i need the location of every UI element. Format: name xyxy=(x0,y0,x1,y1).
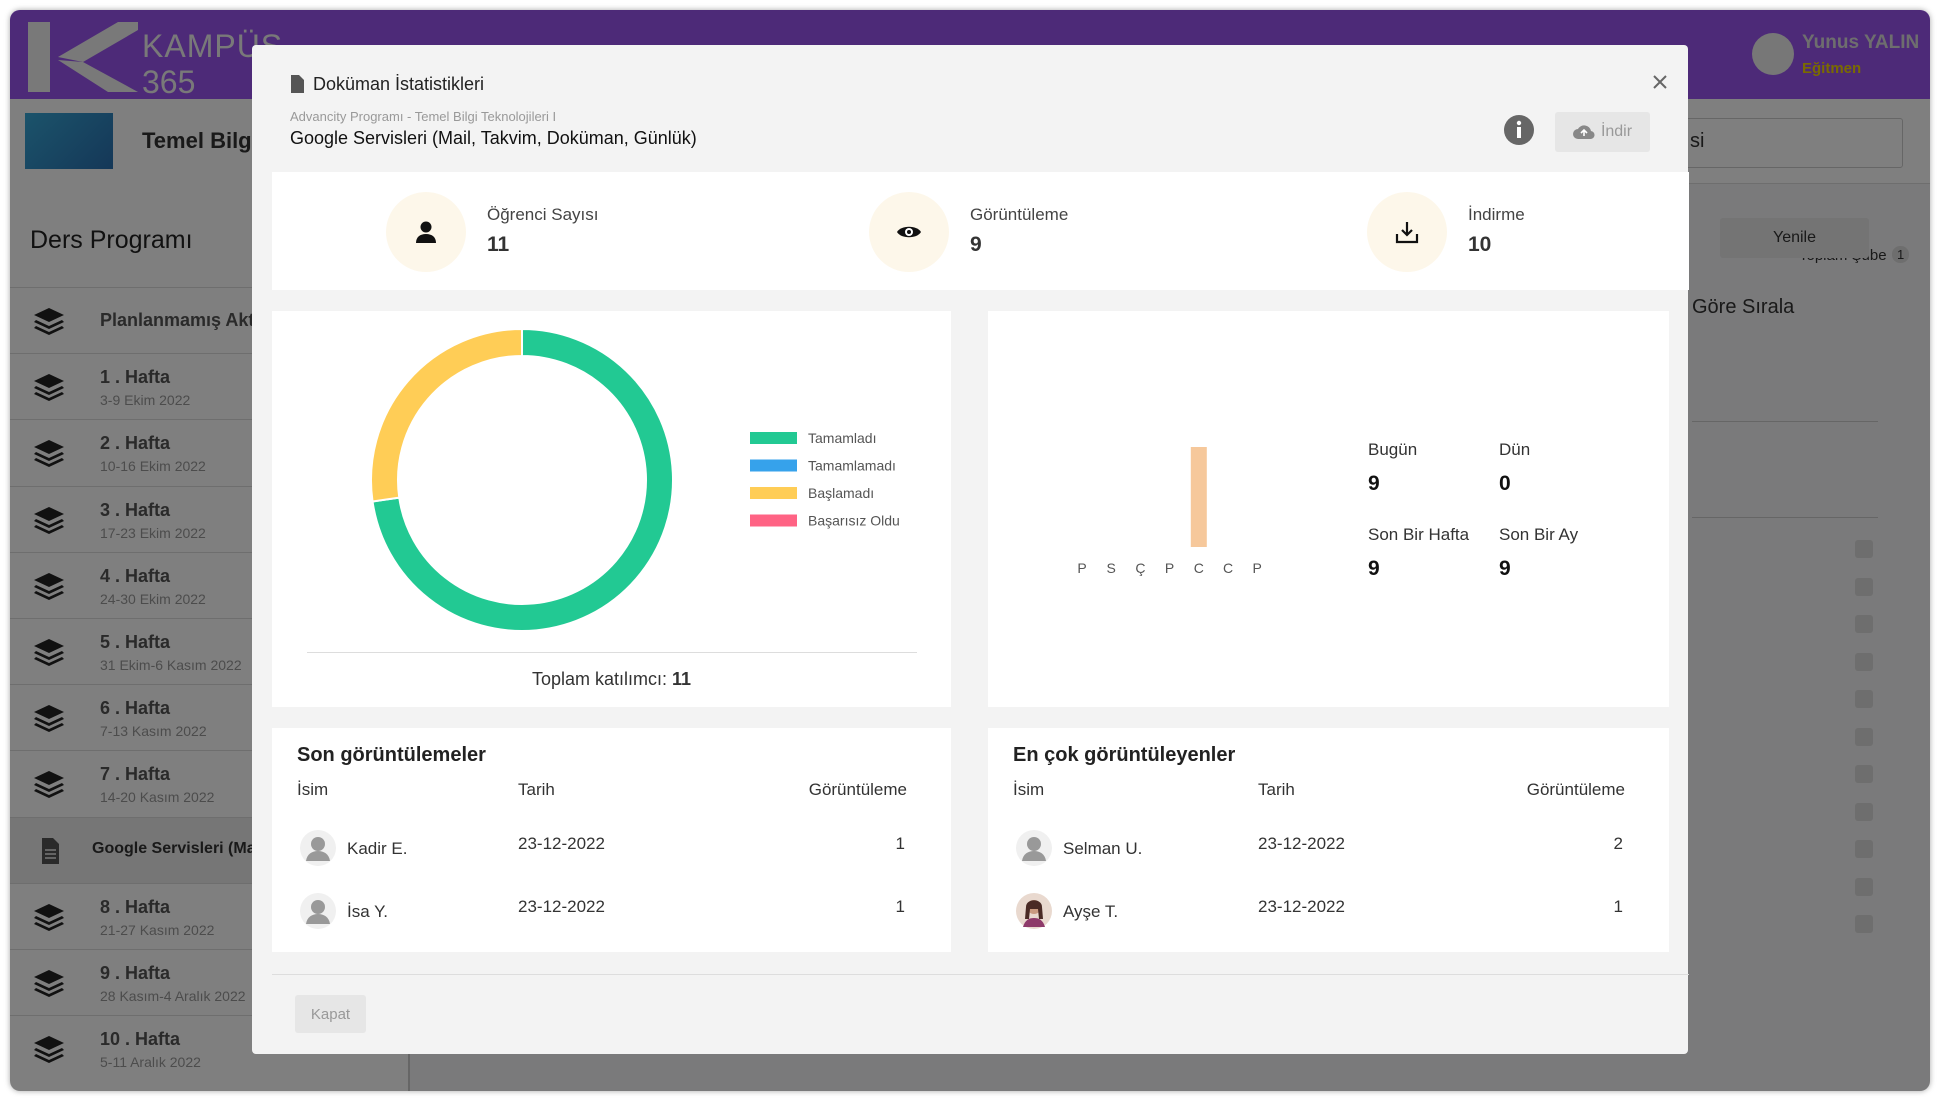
period-label: Son Bir Hafta xyxy=(1368,525,1470,544)
stats-card: Öğrenci Sayısı 11 Görüntüleme 9 İndirme 10 xyxy=(272,172,1689,290)
viewer-name: Selman U. xyxy=(1063,839,1143,858)
view-date: 23-12-2022 xyxy=(518,834,605,853)
stat-value: 9 xyxy=(970,233,982,256)
x-tick-label: P xyxy=(1253,560,1262,576)
close-button-text[interactable]: Kapat xyxy=(310,1005,351,1023)
period-value: 9 xyxy=(1368,557,1380,580)
viewer-name: İsa Y. xyxy=(347,902,388,921)
view-date: 23-12-2022 xyxy=(1258,897,1345,916)
stat-label: İndirme xyxy=(1468,205,1525,224)
legend-swatch xyxy=(750,459,797,472)
column-header: Tarih xyxy=(518,780,555,799)
period-value: 9 xyxy=(1499,557,1511,580)
column-header: Görüntüleme xyxy=(1526,780,1625,799)
stat-label: Görüntüleme xyxy=(970,205,1069,224)
viewer-avatar xyxy=(300,893,336,934)
breadcrumb: Advancity Programı - Temel Bilgi Teknolo… xyxy=(290,109,557,124)
total-value: 11 xyxy=(672,669,692,689)
period-value: 0 xyxy=(1499,472,1511,495)
legend-label: Başarısız Oldu xyxy=(808,513,900,529)
info-icon[interactable] xyxy=(1504,115,1534,145)
x-tick-label: P xyxy=(1165,560,1174,576)
period-value: 9 xyxy=(1368,472,1380,495)
stat-value: 10 xyxy=(1468,233,1492,256)
stat-label: Öğrenci Sayısı xyxy=(487,205,599,224)
cloud-icon xyxy=(1572,125,1595,140)
card-title: Son görüntülemeler xyxy=(297,744,486,766)
legend-swatch xyxy=(750,514,797,527)
view-count: 2 xyxy=(1613,834,1623,853)
period-label: Bugün xyxy=(1368,440,1418,459)
viewer-avatar xyxy=(1016,893,1052,934)
view-count: 1 xyxy=(895,834,905,853)
view-count: 1 xyxy=(895,897,905,916)
x-tick-label: S xyxy=(1107,560,1116,576)
footer-divider xyxy=(272,974,1689,975)
stat-icon xyxy=(386,192,466,272)
x-tick-label: P xyxy=(1077,560,1086,576)
download-button[interactable]: İndir xyxy=(1555,112,1650,152)
document-icon xyxy=(291,75,304,93)
legend-swatch xyxy=(750,487,797,499)
recent-views-card: Son görüntülemeler İsim Tarih Görüntüleme Ka… xyxy=(272,728,951,952)
card-divider xyxy=(307,652,917,653)
viewer-avatar xyxy=(1016,830,1052,871)
card-title: En çok görüntüleyenler xyxy=(1013,744,1236,766)
x-tick-label: C xyxy=(1223,560,1233,576)
column-header: Tarih xyxy=(1258,780,1295,799)
x-tick-label: C xyxy=(1194,560,1204,576)
period-label: Dün xyxy=(1499,440,1531,459)
legend-label: Tamamladı xyxy=(808,430,876,446)
viewer-name: Ayşe T. xyxy=(1063,902,1119,921)
total-participants: Toplam katılımcı: 11 xyxy=(272,669,951,690)
close-button[interactable]: Kapat xyxy=(295,995,366,1033)
column-header: Görüntüleme xyxy=(808,780,907,799)
download-button-text[interactable]: İndir xyxy=(1600,123,1633,140)
view-date: 23-12-2022 xyxy=(1258,834,1345,853)
legend-swatch xyxy=(750,432,797,444)
completion-chart: Tamamladı Tamamlamadı Başlamadı Başarısız O… xyxy=(370,327,900,632)
stat-value: 11 xyxy=(487,233,510,256)
close-icon[interactable] xyxy=(1652,74,1668,90)
period-label: Son Bir Ay xyxy=(1499,525,1579,544)
bar xyxy=(1190,447,1207,547)
total-label: Toplam katılımcı: xyxy=(531,669,667,689)
legend-label: Tamamlamadı xyxy=(808,458,896,474)
viewer-name: Kadir E. xyxy=(347,839,408,858)
legend-label: Başlamadı xyxy=(808,485,874,501)
top-viewers-card: En çok görüntüleyenler İsim Tarih Görüntüle… xyxy=(988,728,1669,952)
completion-card: Tamamladı Tamamlamadı Başlamadı Başarısız O… xyxy=(272,311,951,707)
modal-subtitle: Google Servisleri (Mail, Takvim, Doküman… xyxy=(290,128,697,148)
doughnut-segment xyxy=(370,327,523,503)
x-tick-label: Ç xyxy=(1135,560,1145,576)
stat-icon xyxy=(869,192,949,272)
column-header: İsim xyxy=(297,780,329,799)
modal-title: Doküman İstatistikleri xyxy=(313,74,485,94)
viewer-avatar xyxy=(300,830,336,871)
view-date: 23-12-2022 xyxy=(518,897,605,916)
stat-icon xyxy=(1367,192,1447,272)
stats-modal: Doküman İstatistikleri Advancity Program… xyxy=(252,45,1689,1054)
views-card: P S Ç P C C P Bugün 9 Dün 0 Son Bir Hafta 9 Son Bir … xyxy=(988,311,1669,707)
column-header: İsim xyxy=(1013,780,1045,799)
doughnut-segment xyxy=(371,327,674,632)
view-count: 1 xyxy=(1613,897,1623,916)
